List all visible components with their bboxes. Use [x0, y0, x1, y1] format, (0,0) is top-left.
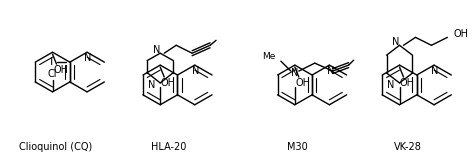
Text: Me: Me [262, 52, 275, 61]
Text: OH: OH [454, 29, 469, 39]
Text: N: N [327, 66, 334, 76]
Text: N: N [148, 80, 155, 90]
Text: HLA-20: HLA-20 [151, 142, 186, 152]
Text: OH: OH [295, 78, 310, 88]
Text: N: N [291, 68, 299, 78]
Text: N: N [392, 37, 399, 47]
Text: N: N [387, 80, 394, 90]
Text: Clioquinol (CQ): Clioquinol (CQ) [19, 142, 92, 152]
Text: N: N [84, 53, 92, 63]
Text: OH: OH [53, 65, 68, 75]
Text: N: N [153, 45, 160, 55]
Text: VK-28: VK-28 [393, 142, 421, 152]
Text: OH: OH [400, 78, 415, 88]
Text: Cl: Cl [48, 69, 57, 79]
Text: N: N [192, 66, 200, 76]
Text: N: N [431, 66, 439, 76]
Text: OH: OH [161, 78, 176, 88]
Text: M30: M30 [287, 142, 308, 152]
Text: I: I [50, 57, 54, 67]
